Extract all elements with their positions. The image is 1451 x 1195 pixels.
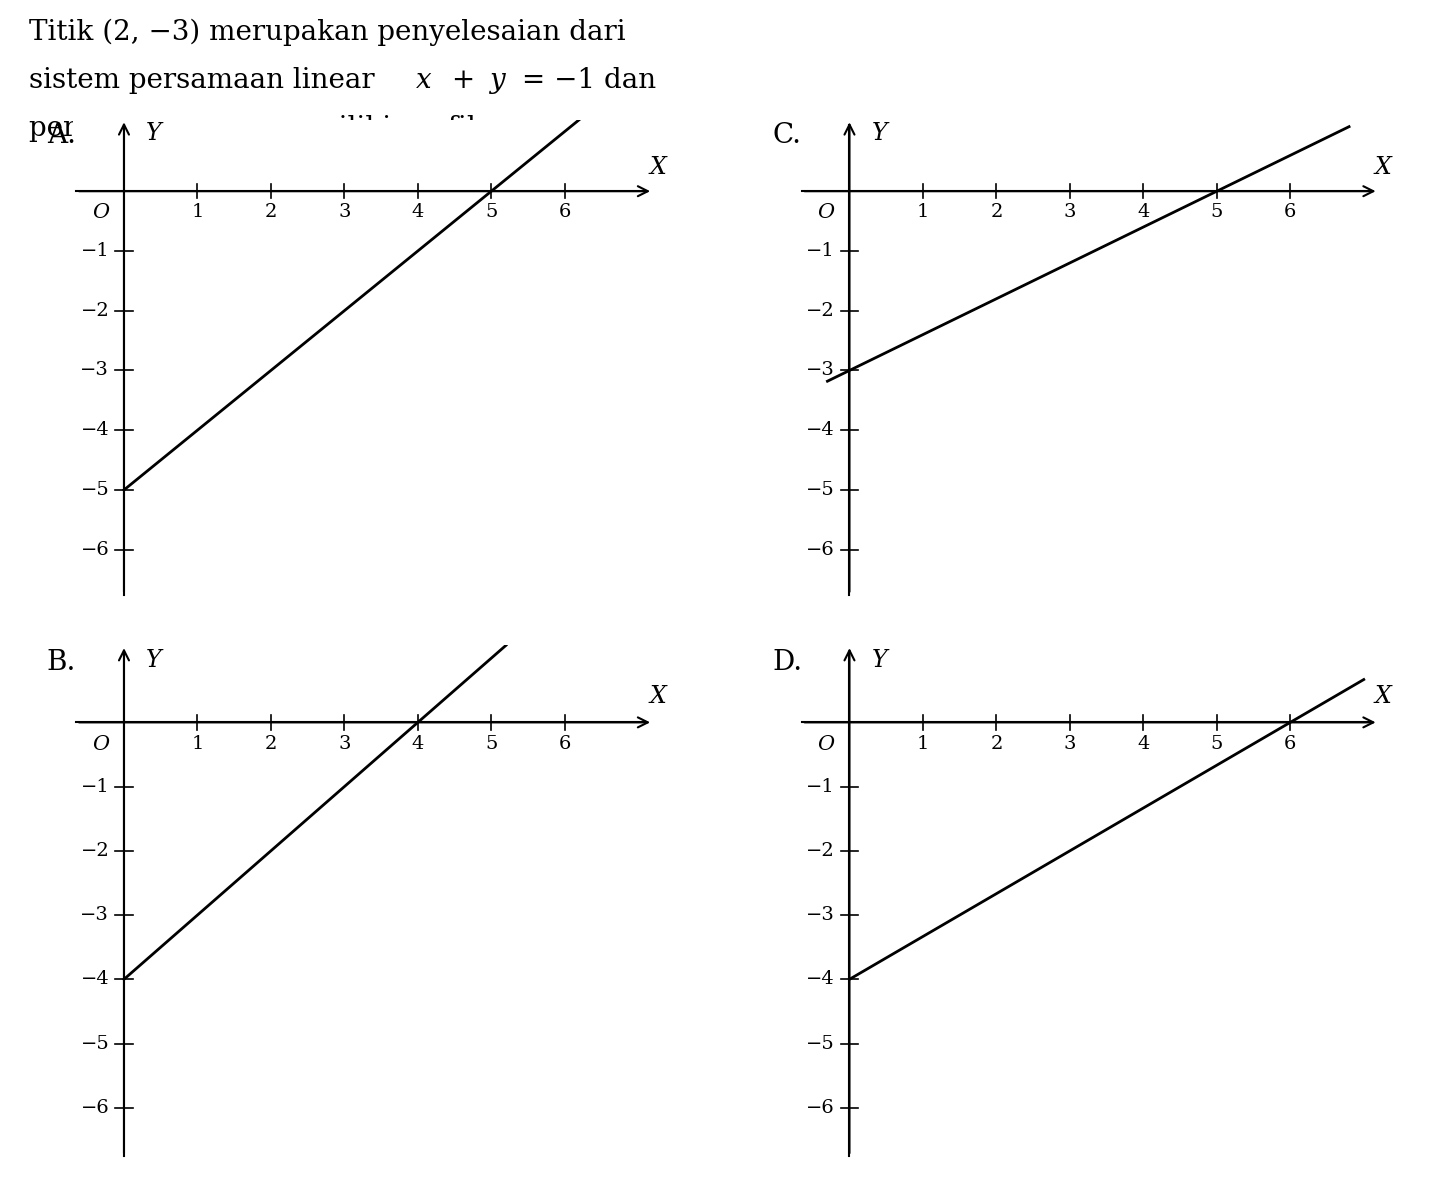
Text: O: O <box>818 735 834 754</box>
Text: −1: −1 <box>807 778 834 796</box>
Text: 1: 1 <box>917 735 929 753</box>
Text: 2: 2 <box>990 203 1003 221</box>
Text: −3: −3 <box>80 361 109 380</box>
Text: −5: −5 <box>81 1035 109 1053</box>
Text: 6: 6 <box>1284 203 1297 221</box>
Text: 6: 6 <box>559 735 572 753</box>
Text: 3: 3 <box>338 735 351 753</box>
Text: persamaan yang memiliki grafik . . . .: persamaan yang memiliki grafik . . . . <box>29 115 554 142</box>
Text: −3: −3 <box>805 361 834 380</box>
Text: 2: 2 <box>264 203 277 221</box>
Text: 5: 5 <box>1210 735 1223 753</box>
Text: −5: −5 <box>81 480 109 500</box>
Text: C.: C. <box>772 123 801 149</box>
Text: A.: A. <box>46 123 75 149</box>
Text: Y: Y <box>147 649 161 672</box>
Text: −4: −4 <box>81 421 109 440</box>
Text: −2: −2 <box>81 841 109 860</box>
Text: 3: 3 <box>338 203 351 221</box>
Text: X: X <box>649 685 666 709</box>
Text: 3: 3 <box>1064 203 1077 221</box>
Text: −6: −6 <box>81 1098 109 1117</box>
Text: 6: 6 <box>1284 735 1297 753</box>
Text: −2: −2 <box>807 841 834 860</box>
Text: 4: 4 <box>412 203 424 221</box>
Text: −1: −1 <box>81 241 109 261</box>
Text: 5: 5 <box>1210 203 1223 221</box>
Text: 1: 1 <box>192 203 203 221</box>
Text: −6: −6 <box>807 1098 834 1117</box>
Text: −6: −6 <box>807 540 834 559</box>
Text: −1: −1 <box>807 241 834 261</box>
Text: B.: B. <box>46 649 77 675</box>
Text: +: + <box>444 67 485 94</box>
Text: 5: 5 <box>485 735 498 753</box>
Text: −6: −6 <box>81 540 109 559</box>
Text: −3: −3 <box>805 906 834 924</box>
Text: −1: −1 <box>81 778 109 796</box>
Text: O: O <box>93 203 109 222</box>
Text: X: X <box>1374 685 1392 709</box>
Text: 1: 1 <box>917 203 929 221</box>
Text: Y: Y <box>872 123 887 146</box>
Text: X: X <box>1374 155 1392 179</box>
Text: Y: Y <box>872 649 887 672</box>
Text: 1: 1 <box>192 735 203 753</box>
Text: y: y <box>489 67 505 94</box>
Text: −3: −3 <box>80 906 109 924</box>
Text: sistem persamaan linear: sistem persamaan linear <box>29 67 383 94</box>
Text: Y: Y <box>147 123 161 146</box>
Text: Titik (2, −3) merupakan penyelesaian dari: Titik (2, −3) merupakan penyelesaian dar… <box>29 19 625 47</box>
Text: −4: −4 <box>807 421 834 440</box>
Text: 2: 2 <box>264 735 277 753</box>
Text: X: X <box>649 155 666 179</box>
Text: 5: 5 <box>485 203 498 221</box>
Text: D.: D. <box>772 649 802 675</box>
Text: 4: 4 <box>1138 203 1149 221</box>
Text: 4: 4 <box>412 735 424 753</box>
Text: −2: −2 <box>81 301 109 320</box>
Text: −5: −5 <box>807 480 834 500</box>
Text: = −1 dan: = −1 dan <box>514 67 656 94</box>
Text: O: O <box>818 203 834 222</box>
Text: O: O <box>93 735 109 754</box>
Text: x: x <box>415 67 431 94</box>
Text: −2: −2 <box>807 301 834 320</box>
Text: 3: 3 <box>1064 735 1077 753</box>
Text: −5: −5 <box>807 1035 834 1053</box>
Text: −4: −4 <box>807 970 834 988</box>
Text: 6: 6 <box>559 203 572 221</box>
Text: 2: 2 <box>990 735 1003 753</box>
Text: −4: −4 <box>81 970 109 988</box>
Text: 4: 4 <box>1138 735 1149 753</box>
